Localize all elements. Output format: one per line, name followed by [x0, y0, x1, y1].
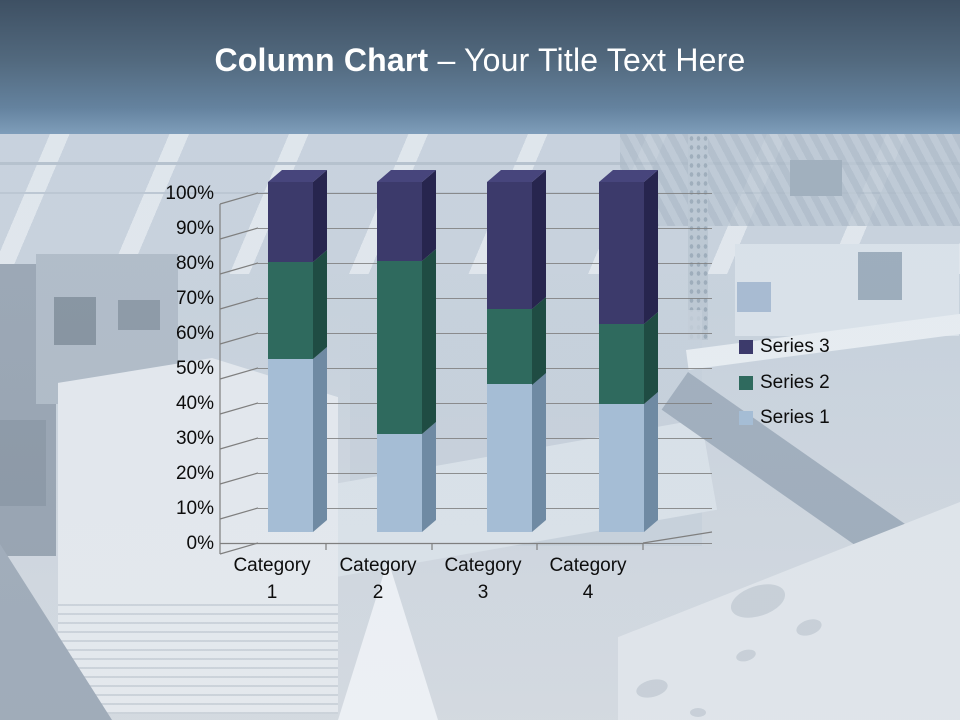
legend-label: Series 1 — [760, 407, 830, 428]
category-label-line1: Category — [444, 555, 522, 576]
bar-segment-side — [422, 421, 436, 532]
bar-segment-front — [599, 324, 644, 404]
chart-gridline — [258, 438, 712, 439]
bar-segment-side — [532, 170, 546, 309]
chart-gridline — [258, 298, 712, 299]
photo-perforated-pole — [688, 134, 708, 340]
y-axis-tick-label: 90% — [175, 218, 214, 239]
y-axis-tick-label: 10% — [175, 498, 214, 519]
bar-segment-front — [268, 359, 313, 532]
photo-paper-stack-edges — [58, 604, 338, 716]
bar-segment-front — [268, 262, 313, 359]
legend-item: Series 1 — [739, 407, 830, 429]
category-label-line2: 2 — [372, 582, 384, 603]
y-axis-tick-label: 20% — [175, 463, 214, 484]
photo-machine-detail — [737, 282, 771, 312]
photo-blue-wash-overlay — [0, 134, 960, 720]
bar-segment-side — [532, 296, 546, 385]
legend-swatch — [739, 411, 753, 425]
bar-segment-side — [422, 248, 436, 434]
y-axis-tick-label: 100% — [165, 183, 214, 204]
y-axis-tick-label: 40% — [175, 393, 214, 414]
legend-swatch — [739, 340, 753, 354]
bar-segment-front — [377, 433, 422, 532]
bar-segment-front — [599, 403, 644, 532]
photo-window — [790, 160, 842, 196]
y-axis-tick-label: 50% — [175, 358, 214, 379]
x-axis-category-label: Category 4 — [530, 552, 646, 606]
category-label-line2: 4 — [582, 582, 594, 603]
header-band: Column Chart – Your Title Text Here — [0, 0, 960, 134]
chart-gridline — [258, 193, 712, 194]
y-axis-tick-label: 30% — [175, 428, 214, 449]
bar-segment-side — [644, 391, 658, 532]
legend-item: Series 3 — [739, 336, 830, 358]
category-label-line1: Category — [549, 555, 627, 576]
chart-gridline — [258, 368, 712, 369]
chart-gridline — [258, 508, 712, 509]
photo-machine-detail — [858, 252, 902, 300]
bar-segment-side — [644, 312, 658, 404]
category-label-line2: 1 — [266, 582, 278, 603]
x-axis-category-label: Category 3 — [425, 552, 541, 606]
chart-gridline — [258, 228, 712, 229]
bar-segment-side — [532, 372, 546, 532]
photo-left-machine — [0, 420, 46, 506]
legend-swatch — [739, 375, 753, 390]
slide-title-bold: Column Chart — [214, 42, 429, 78]
slide-title: Column Chart – Your Title Text Here — [0, 42, 960, 79]
chart-gridline — [258, 263, 712, 264]
chart-gridline — [258, 473, 712, 474]
bar-segment-front — [377, 182, 422, 261]
photo-machine-panel — [54, 297, 96, 345]
photo-machine-panel — [118, 300, 160, 330]
y-axis-tick-label: 80% — [175, 253, 214, 274]
bar-segment-front — [487, 182, 532, 309]
legend-item: Series 2 — [739, 372, 830, 394]
bar-segment-front — [487, 308, 532, 385]
bar-segment-front — [487, 384, 532, 532]
y-axis-tick-label: 70% — [175, 288, 214, 309]
chart-gridline — [258, 333, 712, 334]
category-label-line2: 3 — [477, 582, 489, 603]
legend-label: Series 3 — [760, 336, 830, 357]
photo-ceiling-beam — [0, 162, 960, 165]
chart-gridline — [258, 403, 712, 404]
photo-housing-hole — [690, 708, 706, 717]
category-label-line1: Category — [339, 555, 417, 576]
bar-segment-front — [268, 182, 313, 263]
category-label-line1: Category — [233, 555, 311, 576]
x-axis-category-label: Category 2 — [320, 552, 436, 606]
slide-title-rest: – Your Title Text Here — [437, 42, 746, 78]
bar-segment-front — [599, 182, 644, 325]
bar-segment-side — [644, 170, 658, 325]
bar-segment-side — [422, 170, 436, 261]
legend-label: Series 2 — [760, 371, 830, 393]
y-axis-tick-label: 0% — [186, 533, 214, 554]
background-photo — [0, 134, 960, 720]
bar-segment-side — [313, 347, 327, 532]
bar-segment-front — [377, 260, 422, 434]
y-axis-tick-label: 60% — [175, 323, 214, 344]
bar-segment-side — [313, 250, 327, 359]
bar-segment-side — [313, 170, 327, 263]
x-axis-category-label: Category 1 — [214, 552, 330, 606]
